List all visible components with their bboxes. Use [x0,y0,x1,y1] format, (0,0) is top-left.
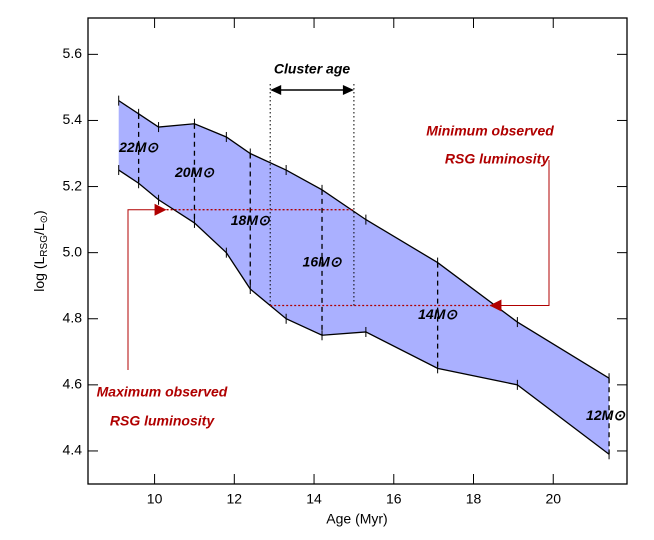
y-label-part: RSG [39,235,50,257]
min-connector [497,160,550,307]
min-label: Minimum observed [426,123,554,139]
mass-label: 14M⊙ [418,306,458,322]
arrow-head [342,85,354,95]
cluster-age-label: Cluster age [274,61,350,77]
y-label-part: /L [31,223,47,235]
y-label-part: ⊙ [39,215,50,223]
x-tick-label: 20 [545,491,561,507]
y-tick-label: 5.6 [63,45,83,61]
x-tick-label: 14 [306,491,322,507]
y-axis-label: log (LRSG/L⊙) [31,210,50,291]
y-label-part: log (L [31,256,47,291]
y-tick-label: 4.8 [63,309,83,325]
mass-label: 12M⊙ [586,407,626,423]
x-tick-label: 18 [466,491,482,507]
max-marker [154,203,167,216]
x-axis-label: Age (Myr) [326,511,387,527]
max-label: RSG luminosity [110,413,215,429]
upper-edge [118,100,610,379]
min-label: RSG luminosity [445,151,550,167]
y-label-part: ) [31,210,47,215]
y-tick-label: 5.0 [63,243,83,259]
mass-label: 16M⊙ [303,253,343,269]
x-tick-label: 12 [227,491,243,507]
y-tick-label: 4.4 [63,442,83,458]
y-tick-label: 5.4 [63,111,83,127]
mass-label: 18M⊙ [231,212,271,228]
arrow-head [270,85,282,95]
y-tick-label: 5.2 [63,177,83,193]
x-tick-label: 16 [386,491,402,507]
min-marker [489,299,502,312]
max-label: Maximum observed [97,384,228,400]
max-connector [127,209,159,370]
mass-label: 20M⊙ [174,164,215,180]
mass-label: 22M⊙ [118,139,159,155]
y-tick-label: 4.6 [63,376,83,392]
lower-edge [118,169,610,455]
x-tick-label: 10 [147,491,163,507]
band-fill [118,100,610,455]
plot-frame [87,17,628,485]
